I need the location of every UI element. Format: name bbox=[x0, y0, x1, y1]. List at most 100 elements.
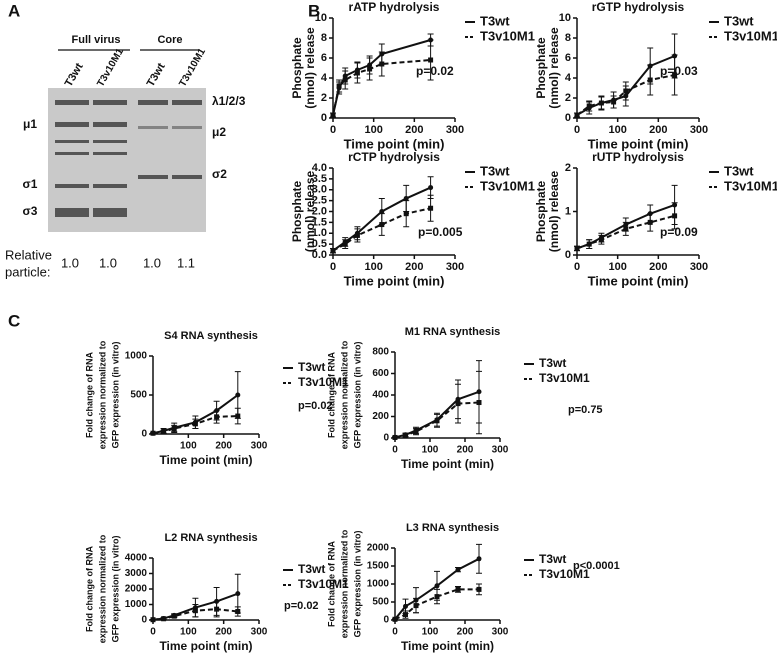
y-tick-label: 2 bbox=[321, 92, 327, 104]
legend-label: T3wt bbox=[298, 562, 325, 576]
marker bbox=[477, 556, 482, 561]
chart-title: rGTP hydrolysis bbox=[592, 0, 685, 14]
marker bbox=[379, 222, 384, 227]
x-axis-label: Time point (min) bbox=[401, 457, 494, 471]
y-axis-label: (nmol) release bbox=[547, 27, 561, 109]
lane-label: T3wt bbox=[145, 61, 168, 89]
marker bbox=[161, 616, 166, 621]
chart-title: rATP hydrolysis bbox=[349, 0, 440, 14]
y-axis-label: expression normalized to bbox=[97, 340, 107, 449]
x-tick-label: 100 bbox=[180, 627, 197, 638]
marker bbox=[428, 185, 433, 190]
marker bbox=[161, 429, 166, 434]
marker bbox=[343, 78, 348, 83]
y-axis-label: Phosphate bbox=[290, 37, 304, 99]
legend-label: T3v10M1 bbox=[724, 28, 777, 43]
y-tick-label: 1000 bbox=[125, 351, 148, 362]
x-tick-label: 0 bbox=[330, 261, 336, 273]
y-tick-label: 2000 bbox=[367, 543, 390, 554]
marker bbox=[672, 213, 677, 218]
marker bbox=[587, 104, 592, 109]
y-tick-label: 1000 bbox=[125, 599, 148, 610]
marker bbox=[403, 433, 408, 438]
marker bbox=[337, 84, 342, 89]
relative-value: 1.0 bbox=[143, 255, 161, 270]
annotation: p=0.09 bbox=[660, 225, 698, 239]
y-tick-label: 8 bbox=[565, 32, 571, 44]
marker bbox=[193, 608, 198, 613]
y-tick-label: 1 bbox=[565, 205, 571, 217]
annotation: p=0.75 bbox=[568, 404, 603, 416]
x-tick-label: 300 bbox=[251, 627, 268, 638]
legend-label: T3wt bbox=[539, 552, 566, 566]
marker bbox=[404, 211, 409, 216]
x-tick-label: 100 bbox=[608, 124, 626, 136]
y-tick-label: 200 bbox=[372, 411, 389, 422]
x-tick-label: 200 bbox=[457, 445, 474, 456]
x-tick-label: 0 bbox=[392, 627, 398, 638]
y-axis-label: expression normalized to bbox=[339, 529, 349, 638]
chart-title: L2 RNA synthesis bbox=[164, 532, 257, 544]
marker bbox=[403, 604, 408, 609]
y-axis-label: (nmol) release bbox=[547, 170, 561, 252]
legend-label: T3wt bbox=[539, 356, 566, 370]
y-tick-label: 400 bbox=[372, 390, 389, 401]
x-tick-label: 300 bbox=[690, 124, 708, 136]
chart-title: M1 RNA synthesis bbox=[405, 326, 501, 338]
marker bbox=[331, 113, 336, 118]
y-axis-label: Phosphate bbox=[290, 181, 304, 243]
y-axis-label: expression normalized to bbox=[97, 534, 107, 643]
lane-label: T3wt bbox=[63, 61, 86, 89]
marker bbox=[428, 58, 433, 63]
gel bbox=[48, 88, 206, 232]
legend-label: T3wt bbox=[724, 13, 754, 28]
marker bbox=[151, 617, 156, 622]
marker bbox=[343, 242, 348, 247]
panel-label: A bbox=[8, 1, 20, 20]
y-axis-label: Phosphate bbox=[534, 181, 548, 243]
relative-value: 1.1 bbox=[177, 255, 195, 270]
marker bbox=[623, 89, 628, 94]
y-axis-label: GFP expression (in vitro) bbox=[352, 342, 362, 449]
x-tick-label: 200 bbox=[457, 627, 474, 638]
marker bbox=[235, 414, 240, 419]
marker bbox=[623, 226, 628, 231]
y-tick-label: 0 bbox=[565, 249, 571, 261]
x-tick-label: 100 bbox=[422, 627, 439, 638]
legend-label: T3v10M1 bbox=[480, 178, 535, 193]
y-tick-label: 4 bbox=[565, 72, 572, 84]
annotation: p=0.02 bbox=[284, 600, 319, 612]
y-tick-label: 6 bbox=[321, 52, 327, 64]
y-tick-label: 2 bbox=[565, 162, 571, 174]
lane-label: T3v10M1 bbox=[177, 46, 208, 88]
marker bbox=[331, 248, 336, 253]
x-tick-label: 100 bbox=[180, 441, 197, 452]
y-tick-label: 4000 bbox=[125, 553, 148, 564]
y-axis-label: (nmol) release bbox=[303, 27, 317, 109]
y-axis-label: Fold change of RNA bbox=[326, 541, 336, 627]
x-tick-label: 0 bbox=[392, 445, 398, 456]
x-tick-label: 100 bbox=[608, 261, 626, 273]
chart-title: rUTP hydrolysis bbox=[592, 150, 684, 164]
marker bbox=[611, 100, 616, 105]
band-label: λ1/2/3 bbox=[212, 94, 246, 108]
y-tick-label: 600 bbox=[372, 368, 389, 379]
legend-label: T3v10M1 bbox=[480, 28, 535, 43]
y-tick-label: 8 bbox=[321, 32, 327, 44]
marker bbox=[575, 113, 580, 118]
x-tick-label: 200 bbox=[649, 124, 667, 136]
marker bbox=[193, 421, 198, 426]
legend-label: T3wt bbox=[480, 163, 510, 178]
y-axis-label: GFP expression (in vitro) bbox=[110, 536, 120, 643]
x-tick-label: 200 bbox=[405, 124, 423, 136]
marker bbox=[587, 242, 592, 247]
y-tick-label: 500 bbox=[130, 390, 147, 401]
marker bbox=[172, 614, 177, 619]
marker bbox=[393, 617, 398, 622]
x-tick-label: 300 bbox=[492, 627, 509, 638]
y-tick-label: 800 bbox=[372, 347, 389, 358]
marker bbox=[672, 73, 677, 78]
x-tick-label: 0 bbox=[150, 627, 156, 638]
lane-label: T3v10M1 bbox=[95, 46, 126, 88]
